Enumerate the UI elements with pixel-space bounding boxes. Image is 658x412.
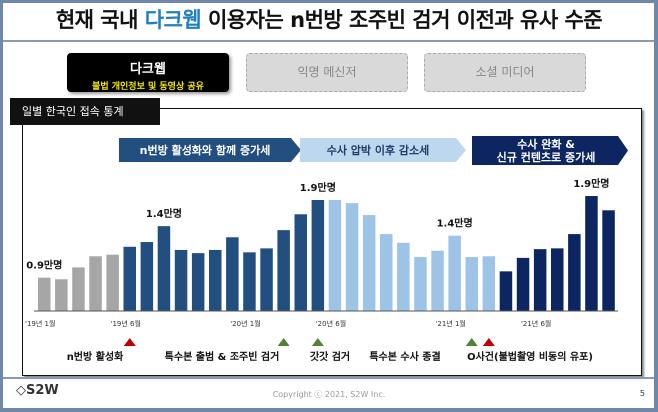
bar [55, 279, 68, 311]
phase-arrow [300, 138, 466, 162]
event-marker-icon [482, 338, 495, 346]
bar [516, 257, 530, 311]
bar [157, 226, 171, 311]
phase-label: 수사 압박 이후 감소세 [327, 143, 430, 157]
tick-label: '19년 1월 [25, 319, 55, 328]
bar [414, 257, 427, 311]
bar [602, 210, 615, 311]
phase-label: 신규 컨텐츠로 증가세 [497, 150, 596, 164]
tick-label: '21년 6월 [521, 319, 551, 328]
event-label: O사건(불법촬영 비동의 유포) [467, 350, 593, 363]
data-label: 1.9만명 [573, 177, 609, 190]
data-label: 1.4만명 [146, 207, 182, 220]
event-label: 특수본 수사 종결 [369, 350, 440, 363]
phase-label: n번방 활성화와 함께 증가세 [140, 143, 271, 157]
bar [311, 200, 325, 311]
bar [448, 235, 461, 311]
tab-anonymous-messenger[interactable]: 익명 메신저 [246, 53, 408, 92]
copyright: Copyright ⓒ 2021, S2W Inc. [272, 390, 386, 399]
tick-label: '21년 1월 [435, 319, 465, 328]
bar [277, 230, 290, 311]
bar [482, 256, 496, 311]
bar [140, 242, 154, 311]
bar [328, 200, 342, 311]
bar [431, 250, 444, 311]
bar [294, 214, 307, 311]
bar [397, 242, 410, 311]
phase-label: 수사 완화 & [517, 137, 575, 151]
chart-label: 일별 한국인 접속 통계 [10, 98, 160, 125]
bar [89, 256, 102, 311]
bar [174, 249, 188, 311]
tick-label: '20년 1월 [230, 319, 260, 328]
bar [106, 254, 119, 311]
tab-social-media[interactable]: 소셜 미디어 [424, 53, 586, 92]
tick-label: '19년 6월 [111, 319, 141, 328]
bar [380, 234, 393, 311]
event-marker-icon [465, 338, 478, 346]
bar [568, 234, 581, 311]
bar [209, 249, 222, 311]
bar [362, 215, 376, 311]
bar [585, 196, 598, 311]
tab-darkweb[interactable]: 다크웹 불법 개인정보 및 동영상 공유 [67, 53, 229, 92]
bar [243, 252, 256, 311]
divider [3, 377, 654, 379]
page-number: 5 [639, 389, 645, 398]
bar [551, 248, 564, 311]
event-marker-icon [123, 338, 136, 346]
data-label: 1.4만명 [437, 217, 473, 230]
data-label: 1.9만명 [300, 181, 336, 194]
s2w-logo: ◇S2W [16, 383, 59, 398]
phase-arrow [119, 138, 301, 162]
bar [533, 249, 547, 311]
chart-box [22, 108, 642, 376]
bar [38, 277, 51, 311]
event-label: n번방 활성화 [67, 350, 124, 363]
bar [465, 257, 478, 311]
bar [72, 267, 85, 311]
tick-label: '20년 6월 [316, 319, 346, 328]
data-label: 0.9만명 [26, 259, 62, 272]
bar [345, 203, 359, 311]
phase-arrow [472, 136, 628, 165]
bar [260, 248, 273, 311]
event-marker-icon [277, 338, 290, 346]
divider [3, 40, 654, 42]
event-marker-icon [311, 338, 324, 346]
event-label: 갓갓 검거 [310, 350, 350, 363]
bar [499, 271, 513, 311]
slide-title: 현재 국내 다크웹 이용자는 n번방 조주빈 검거 이전과 유사 수준 [55, 8, 603, 32]
bar [123, 246, 136, 311]
bar [191, 253, 205, 311]
bar [226, 237, 239, 311]
event-label: 특수본 출범 & 조주빈 검거 [165, 350, 280, 363]
